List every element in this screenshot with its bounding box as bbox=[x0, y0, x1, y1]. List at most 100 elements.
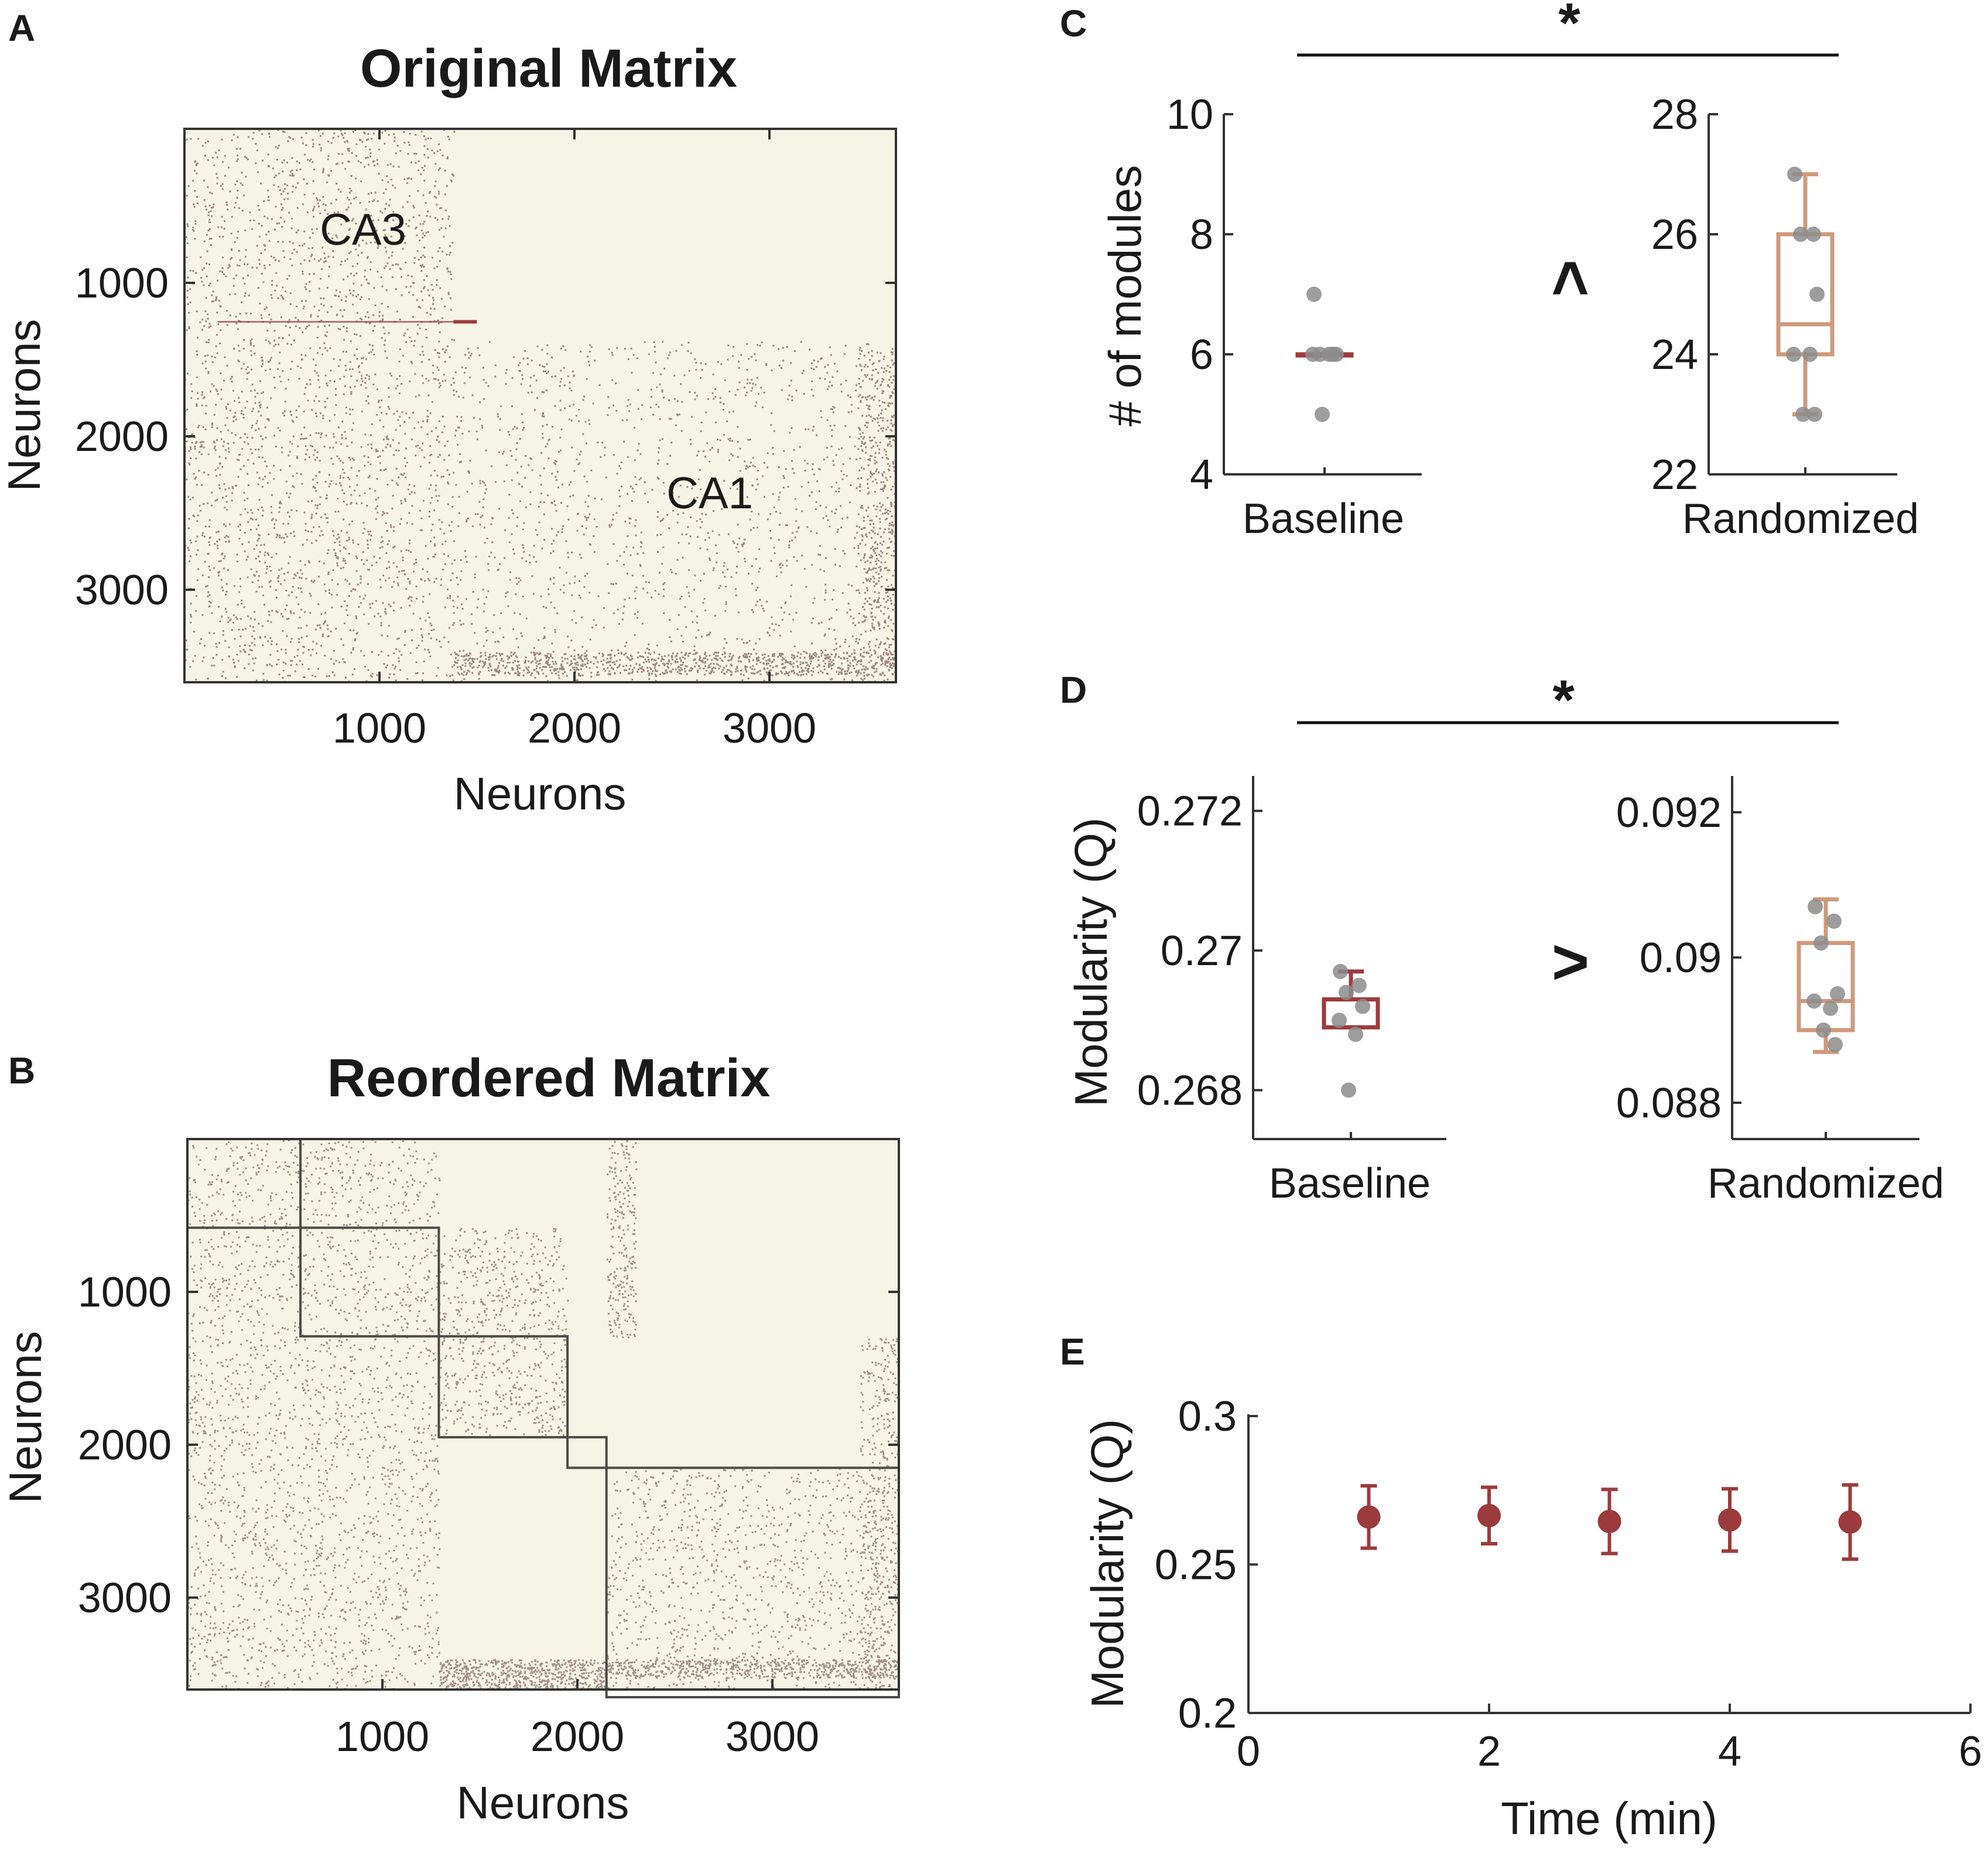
d-randomized-data-point bbox=[1830, 986, 1845, 1001]
e-data-point bbox=[1597, 1509, 1621, 1533]
panel-letter-e: E bbox=[1060, 1331, 1085, 1373]
e-xtick-label: 4 bbox=[1718, 1728, 1741, 1775]
d-baseline-ytick-label: 0.27 bbox=[1161, 928, 1243, 974]
c-left-group-label: Baseline bbox=[1243, 495, 1404, 542]
c-significance-star: * bbox=[1558, 0, 1580, 54]
panel-e: E 0.2 0.25 0.3 0 2 4 6 Time (min) Modularity (… bbox=[1060, 1331, 1982, 1844]
d-baseline-data-point bbox=[1332, 1013, 1347, 1028]
c-comparison-symbol: < bbox=[1535, 259, 1607, 297]
panel-a-x-ticks: 1000 2000 3000 bbox=[333, 129, 816, 752]
module-3-outline bbox=[437, 1335, 569, 1439]
d-randomized-ytick-label: 0.09 bbox=[1640, 935, 1722, 982]
a-ytick-1000: 1000 bbox=[75, 260, 169, 307]
d-randomized-data-point bbox=[1816, 1023, 1831, 1038]
d-baseline-data-point bbox=[1348, 1027, 1363, 1042]
d-left-boxplot bbox=[1322, 963, 1380, 1098]
panel-b-title: Reordered Matrix bbox=[327, 1048, 771, 1108]
d-randomized-data-point bbox=[1808, 899, 1823, 915]
c-baseline-data-point bbox=[1322, 347, 1337, 362]
d-baseline-data-point bbox=[1339, 984, 1354, 1000]
e-data-point bbox=[1477, 1503, 1501, 1527]
d-right-y-ticks: 0.088 0.09 0.092 bbox=[1616, 789, 1827, 1139]
d-randomized-data-point bbox=[1828, 1037, 1843, 1052]
panel-letter-a: A bbox=[8, 7, 35, 49]
a-ytick-3000: 3000 bbox=[75, 567, 169, 614]
panel-b-x-ticks: 1000 2000 3000 bbox=[336, 1679, 819, 1760]
a-xtick-3000: 3000 bbox=[723, 705, 816, 752]
matrix-b-background bbox=[187, 1139, 899, 1690]
panel-c: C * # of modules < 4 6 8 10 Baseline 22 24 26… bbox=[1060, 0, 1919, 542]
panel-letter-d: D bbox=[1060, 669, 1087, 711]
c-left-boxplot bbox=[1295, 286, 1354, 422]
b-ytick-2000: 2000 bbox=[78, 1422, 172, 1469]
panel-a-xlabel: Neurons bbox=[454, 768, 627, 819]
panel-e-xlabel: Time (min) bbox=[1501, 1793, 1717, 1844]
c-randomized-data-point bbox=[1802, 347, 1818, 362]
a-ytick-2000: 2000 bbox=[75, 413, 169, 460]
panel-a-ylabel: Neurons bbox=[0, 319, 50, 492]
b-xtick-2000: 2000 bbox=[531, 1714, 624, 1760]
matrix-b-frame bbox=[186, 1138, 900, 1691]
module-4-outline bbox=[566, 1436, 608, 1469]
e-xtick-label: 2 bbox=[1477, 1728, 1501, 1775]
b-xtick-1000: 1000 bbox=[336, 1714, 429, 1760]
e-data-point bbox=[1357, 1505, 1381, 1529]
e-ytick-label: 0.2 bbox=[1178, 1690, 1237, 1737]
c-baseline-ytick-label: 6 bbox=[1190, 331, 1213, 378]
d-left-group-label: Baseline bbox=[1269, 1160, 1431, 1207]
c-randomized-ytick-label: 28 bbox=[1651, 91, 1698, 138]
module-2-outline bbox=[299, 1226, 440, 1338]
matrix-a-frame bbox=[183, 128, 897, 683]
c-baseline-data-point bbox=[1315, 406, 1330, 422]
c-randomized-ytick-label: 24 bbox=[1651, 331, 1698, 378]
d-baseline-ytick-label: 0.268 bbox=[1137, 1068, 1243, 1114]
panel-c-ylabel: # of modules bbox=[1099, 165, 1151, 427]
c-baseline-ytick-label: 4 bbox=[1190, 452, 1213, 498]
d-baseline-ytick-label: 0.272 bbox=[1137, 788, 1243, 835]
c-baseline-data-point bbox=[1306, 286, 1322, 302]
b-ytick-1000: 1000 bbox=[78, 1269, 172, 1316]
a-xtick-2000: 2000 bbox=[528, 705, 621, 752]
c-randomized-data-point bbox=[1795, 406, 1811, 422]
d-baseline-data-point bbox=[1333, 963, 1348, 979]
d-randomized-data-point bbox=[1806, 993, 1822, 1009]
matrix-a-background bbox=[184, 129, 896, 682]
c-randomized-ytick-label: 26 bbox=[1651, 211, 1698, 258]
panel-b: B Reordered Matrix 1000 2000 3000 1000 2… bbox=[0, 1048, 900, 1828]
c-randomized-ytick-label: 22 bbox=[1651, 452, 1698, 498]
c-baseline-ytick-label: 8 bbox=[1190, 211, 1213, 258]
c-baseline-ytick-label: 10 bbox=[1166, 91, 1213, 138]
c-baseline-data-point bbox=[1305, 347, 1320, 362]
d-baseline-data-point bbox=[1341, 1082, 1356, 1098]
e-data-point bbox=[1718, 1508, 1741, 1532]
d-randomized-data-point bbox=[1814, 935, 1829, 951]
c-randomized-data-point bbox=[1786, 347, 1801, 362]
c-randomized-data-point bbox=[1787, 166, 1802, 182]
e-xtick-label: 6 bbox=[1959, 1728, 1982, 1775]
c-randomized-data-point bbox=[1809, 286, 1825, 302]
d-baseline-box bbox=[1322, 997, 1380, 1030]
d-baseline-data-point bbox=[1351, 977, 1367, 993]
annotation-ca3: CA3 bbox=[320, 205, 406, 255]
annotation-ca1: CA1 bbox=[666, 469, 753, 518]
a-xtick-1000: 1000 bbox=[333, 705, 426, 752]
d-significance-star: * bbox=[1552, 669, 1575, 731]
c-left-y-ticks: 4 6 8 10 bbox=[1166, 91, 1326, 498]
d-randomized-box bbox=[1797, 941, 1855, 1032]
panel-b-y-ticks: 1000 2000 3000 bbox=[78, 1269, 899, 1622]
panel-e-ylabel: Modularity (Q) bbox=[1082, 1419, 1133, 1708]
b-ytick-3000: 3000 bbox=[78, 1575, 172, 1622]
d-randomized-data-point bbox=[1826, 914, 1842, 929]
d-randomized-ytick-label: 0.092 bbox=[1616, 789, 1722, 836]
panel-letter-b: B bbox=[8, 1049, 35, 1092]
e-ytick-label: 0.3 bbox=[1178, 1393, 1237, 1440]
panel-d-ylabel: Modularity (Q) bbox=[1065, 818, 1117, 1107]
d-randomized-ytick-label: 0.088 bbox=[1616, 1080, 1722, 1127]
d-left-y-ticks: 0.268 0.27 0.272 bbox=[1137, 788, 1352, 1139]
b-xtick-3000: 3000 bbox=[726, 1714, 819, 1760]
c-randomized-data-point bbox=[1793, 227, 1808, 242]
c-right-group-label: Randomized bbox=[1682, 495, 1919, 542]
e-ticks: 0.2 0.25 0.3 0 2 4 6 bbox=[1155, 1393, 1982, 1775]
panel-a-y-ticks: 1000 2000 3000 bbox=[75, 260, 896, 614]
d-right-group-label: Randomized bbox=[1708, 1160, 1944, 1207]
